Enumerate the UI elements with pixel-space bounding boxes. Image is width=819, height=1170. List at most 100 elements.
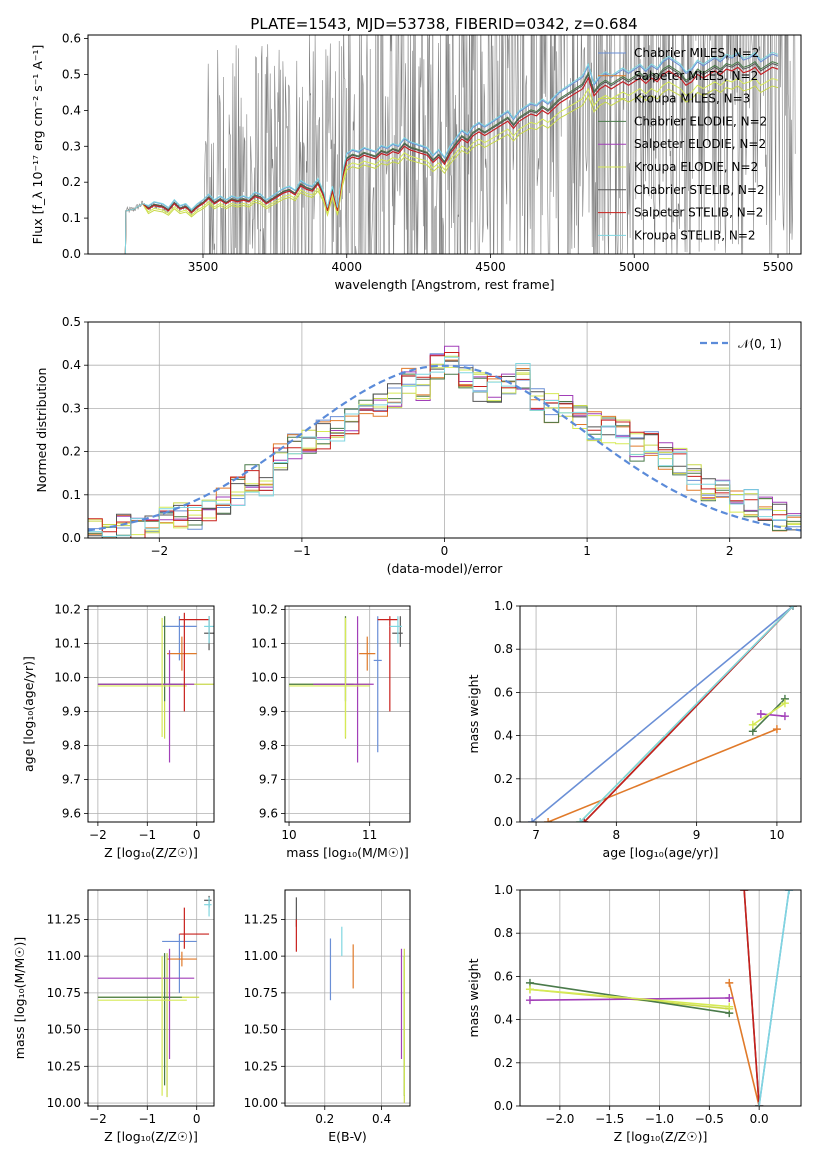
x-tick-label: −1.0: [645, 1112, 674, 1126]
weight-marker: [725, 994, 734, 1002]
x-axis-label: (data-model)/error: [387, 561, 504, 576]
plot-area: [289, 616, 403, 763]
axes-frame: [519, 605, 802, 823]
y-tick-label: 0.0: [62, 531, 81, 545]
y-tick-label: 0.6: [494, 685, 513, 699]
y-axis-label: mass weight: [466, 958, 481, 1037]
model-line: [124, 77, 779, 254]
plot-area: [295, 897, 405, 1104]
weight-marker: [756, 710, 765, 718]
y-tick-label: 0.2: [62, 175, 81, 189]
weight-line: [760, 713, 785, 717]
x-tick-label: −2: [150, 544, 168, 558]
weight-line: [579, 606, 794, 822]
y-tick-label: 11.25: [244, 912, 278, 926]
panel-age-vs-Z: −2 −1 0 9.6 9.7 9.8 9.9 10.0 10.1 10.2 Z [log₁₀(Z/…: [21, 602, 215, 860]
histogram-step: [88, 356, 801, 537]
weight-marker: [755, 1102, 764, 1106]
plot-area: [525, 890, 794, 1106]
y-tick-label: 10.1: [54, 636, 81, 650]
y-tick-label: 0.3: [62, 401, 81, 415]
y-tick-label: 10.0: [54, 670, 81, 684]
axes-frame: [284, 605, 411, 823]
weight-marker: [788, 606, 797, 610]
y-tick-label: 11.00: [47, 949, 81, 963]
plots-group: 3500 4000 4500 5000 5500 0.0 0.1 0.2 0.3 0.4 0.5 0.…: [12, 32, 802, 1144]
x-tick-label: 9: [693, 828, 701, 842]
normal-curve: [88, 364, 801, 532]
x-tick-label: 11: [362, 828, 377, 842]
panel-massweight-vs-age: 7 8 9 10 0.0 0.2 0.4 0.6 0.8 1.0 age [log₁₀(age/yr…: [466, 599, 802, 860]
y-tick-label: 0.3: [62, 139, 81, 153]
model-line: [124, 85, 779, 254]
legend-entry: Kroupa MILES, N=3: [634, 92, 750, 106]
x-axis-label: E(B-V): [328, 1129, 367, 1144]
y-tick-label: 0.2: [62, 445, 81, 459]
y-tick-label: 10.50: [47, 1023, 81, 1037]
y-tick-label: 11.25: [47, 912, 81, 926]
x-tick-label: −2: [89, 828, 107, 842]
plot-area: [88, 345, 801, 538]
y-tick-label: 0.0: [494, 815, 513, 829]
x-axis-label: Z [log₁₀(Z/Z☉)]: [104, 1129, 198, 1144]
y-tick-label: 0.4: [62, 103, 81, 117]
weight-marker: [580, 818, 589, 822]
figure-title: PLATE=1543, MJD=53738, FIBERID=0342, z=0…: [250, 15, 637, 33]
y-tick-label: 10.1: [251, 636, 278, 650]
y-tick-label: 0.1: [62, 211, 81, 225]
legend-entry: Kroupa ELODIE, N=2: [634, 160, 758, 174]
y-tick-label: 0.2: [494, 1056, 513, 1070]
y-tick-label: 0.0: [494, 1099, 513, 1113]
x-tick-label: 4500: [475, 260, 506, 274]
y-tick-label: 9.8: [259, 738, 278, 752]
y-tick-label: 0.6: [494, 969, 513, 983]
model-line: [124, 62, 779, 254]
x-tick-label: −1: [138, 828, 156, 842]
weight-marker: [740, 890, 749, 894]
y-tick-label: 9.6: [62, 806, 81, 820]
legend-entry: Chabrier STELIB, N=2: [634, 183, 765, 197]
x-axis-label: mass [log₁₀(M/M☉)]: [286, 845, 408, 860]
y-tick-label: 10.2: [251, 602, 278, 616]
y-tick-label: 0.5: [62, 67, 81, 81]
y-tick-label: 10.75: [244, 986, 278, 1000]
weight-marker: [525, 996, 534, 1005]
axes-frame: [519, 889, 802, 1107]
legend-entry: Salpeter STELIB, N=2: [634, 206, 763, 220]
weight-marker: [528, 818, 537, 822]
model-line: [124, 66, 779, 254]
weight-line: [728, 982, 760, 1106]
x-tick-label: 5000: [619, 260, 650, 274]
panel-residuals: −2 −1 0 1 2 0.0 0.1 0.2 0.3 0.4 0.5 (data-model)/er…: [34, 315, 802, 576]
legend-entry: Salpeter MILES, N=2: [634, 69, 758, 83]
histogram-step: [88, 352, 801, 538]
weight-marker: [544, 818, 553, 822]
y-tick-label: 9.6: [259, 806, 278, 820]
legend-entry: Chabrier MILES, N=2: [634, 46, 759, 60]
y-tick-label: 0.1: [62, 488, 81, 502]
y-axis-label: Normed distribution: [34, 368, 49, 493]
y-tick-label: 9.9: [62, 704, 81, 718]
x-tick-label: −0.5: [695, 1112, 724, 1126]
y-tick-label: 0.5: [62, 315, 81, 329]
panel-age-vs-mass: 10 11 9.6 9.7 9.8 9.9 10.0 10.1 10.2 mass [log₁₀(…: [251, 602, 411, 860]
model-line: [124, 51, 779, 254]
y-tick-label: 0.4: [494, 729, 513, 743]
y-tick-label: 10.00: [47, 1096, 81, 1110]
axes-frame: [87, 321, 802, 539]
x-tick-label: 0.2: [315, 1112, 334, 1126]
weight-marker: [725, 1002, 734, 1011]
weight-marker: [772, 725, 781, 734]
x-tick-label: 7: [532, 828, 540, 842]
x-tick-label: −1.5: [595, 1112, 624, 1126]
x-tick-label: 0: [193, 828, 201, 842]
x-tick-label: 10: [281, 828, 296, 842]
legend-entry: 𝒩(0, 1): [738, 337, 782, 351]
x-axis-label: Z [log₁₀(Z/Z☉)]: [614, 1129, 708, 1144]
weight-line: [547, 728, 778, 822]
axes-frame: [87, 605, 215, 823]
plot-area: [528, 606, 797, 822]
x-axis-label: wavelength [Angstrom, rest frame]: [334, 277, 554, 292]
y-tick-label: 0.0: [62, 247, 81, 261]
